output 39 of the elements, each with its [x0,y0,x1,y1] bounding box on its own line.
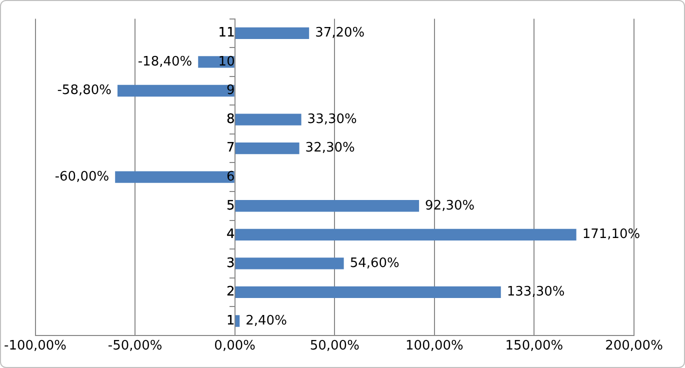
x-tick-label: 50,00% [310,338,360,354]
y-tick-label: 3 [226,256,235,271]
x-tick-label: -100,00% [4,338,67,354]
bar [235,228,576,240]
data-label: -60,00% [54,169,110,184]
bar [235,258,344,270]
x-tick-label: 200,00% [605,338,663,354]
data-label: 92,30% [425,198,475,214]
y-tick-label: 11 [218,26,235,41]
x-tick-label: 0,00% [214,338,256,354]
data-label: 54,60% [350,256,400,271]
bar [235,286,501,298]
x-tick-label: -50,00% [108,338,162,354]
bar [235,27,310,40]
y-tick-label: 1 [226,313,235,328]
y-tick-label: 6 [226,169,235,184]
y-tick-label: 7 [226,140,235,156]
y-tick-label: 5 [226,198,235,214]
bar [235,114,302,126]
data-label: -58,80% [57,83,112,98]
y-tick-label: 10 [218,54,235,70]
data-label: 33,30% [307,112,357,127]
bar [235,142,300,154]
x-tick-label: 150,00% [505,338,564,354]
data-label: 171,10% [582,227,640,242]
y-tick-label: 8 [226,112,235,127]
data-label: 2,40% [246,313,287,328]
data-label: 32,30% [305,140,355,156]
data-label: 133,30% [506,284,565,300]
y-tick-label: 9 [226,83,235,98]
bar [235,200,420,212]
bar [117,84,234,97]
x-tick-label: 100,00% [406,338,464,354]
y-tick-label: 4 [226,227,235,242]
bar [235,315,240,327]
data-label: 37,20% [315,26,365,41]
y-tick-label: 2 [226,284,235,300]
data-label: -18,40% [138,54,192,70]
bar [115,171,234,183]
